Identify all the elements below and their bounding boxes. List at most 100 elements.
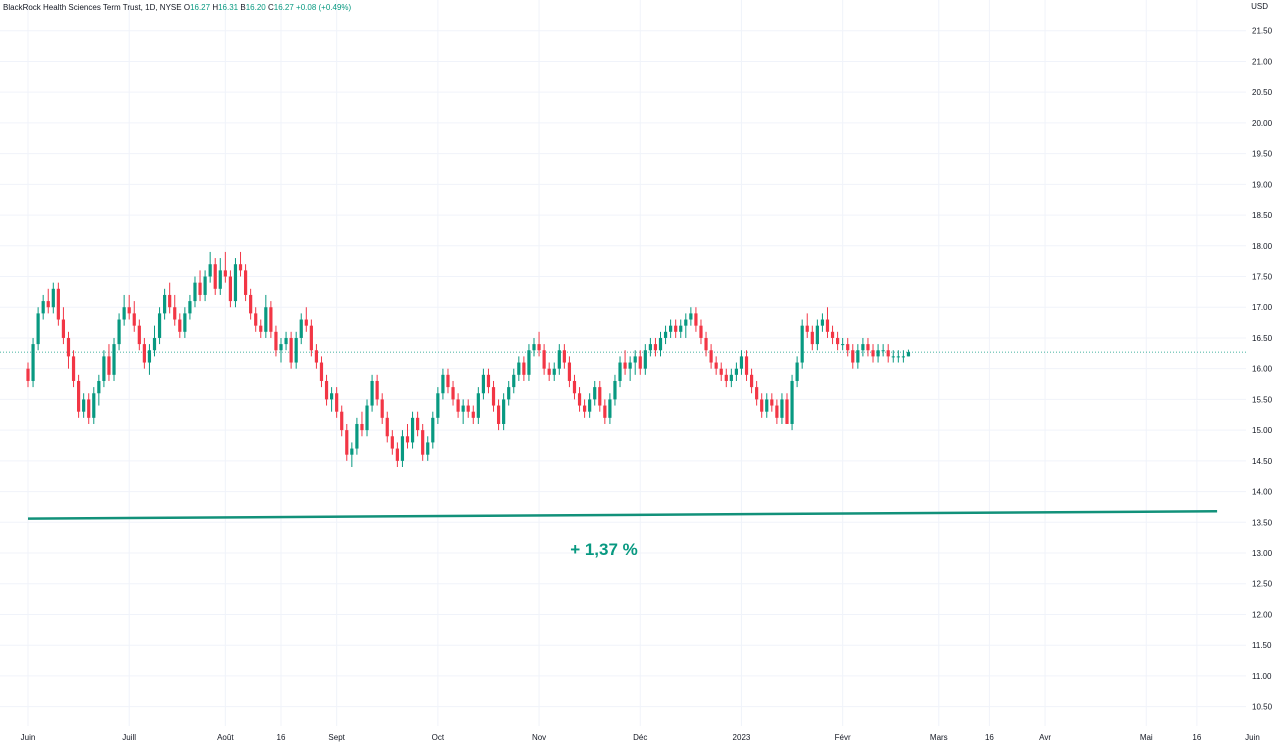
candle	[324, 374, 329, 406]
candle	[142, 337, 146, 369]
candle-body	[26, 368, 30, 381]
candle	[906, 349, 911, 357]
candle	[800, 319, 804, 369]
candle-body	[208, 264, 212, 277]
candle	[102, 350, 106, 388]
candle-body	[724, 374, 728, 381]
candle	[314, 344, 319, 369]
candle-body	[82, 399, 86, 412]
candle	[456, 393, 460, 418]
candle-body	[51, 288, 55, 308]
candle	[228, 270, 232, 308]
candle-body	[532, 344, 536, 351]
candle-body	[395, 448, 399, 461]
candle	[694, 307, 698, 332]
price-axis[interactable]	[1246, 0, 1280, 744]
candle-body	[567, 362, 572, 381]
high-value: 16.31	[218, 3, 239, 12]
candle	[830, 325, 835, 345]
y-tick-label: 17.00	[1252, 303, 1273, 312]
candle	[714, 356, 718, 375]
candle	[163, 288, 167, 320]
candle	[841, 337, 845, 351]
y-tick-label: 17.50	[1252, 273, 1273, 282]
candle-body	[749, 374, 754, 388]
candle	[729, 368, 733, 388]
candle-body	[643, 350, 647, 369]
trendline[interactable]	[27, 509, 1218, 520]
candle	[491, 380, 496, 412]
candle-body	[496, 405, 501, 424]
candle-body	[466, 405, 470, 412]
candle-body	[284, 337, 288, 345]
high-label: H	[212, 3, 219, 12]
candle	[466, 399, 470, 418]
candle	[896, 350, 900, 363]
candle	[117, 313, 121, 351]
candle-body	[309, 325, 313, 351]
candle-body	[486, 374, 491, 388]
candle-body	[350, 448, 354, 455]
candle-body	[451, 387, 455, 400]
candle	[825, 307, 830, 338]
x-tick-label: Juin	[21, 733, 36, 742]
candle	[330, 387, 334, 412]
candle	[547, 362, 551, 381]
candle-body	[906, 352, 911, 357]
candle-body	[249, 294, 253, 314]
candle	[658, 331, 663, 357]
candle-body	[456, 399, 460, 412]
candle-body	[588, 399, 592, 412]
candle-body	[679, 325, 683, 332]
candle	[527, 344, 531, 381]
candle-body	[370, 380, 374, 406]
trendline-annotation: + 1,37 %	[570, 540, 638, 559]
candle-body	[704, 337, 708, 351]
candle	[87, 393, 91, 424]
candle	[213, 258, 217, 295]
candle	[851, 344, 855, 369]
candle	[861, 337, 865, 357]
y-tick-label: 20.50	[1252, 88, 1273, 97]
candle	[552, 362, 556, 381]
candle	[765, 393, 769, 418]
candle	[97, 374, 101, 406]
candle	[198, 270, 202, 302]
candle-body	[238, 264, 243, 271]
candle	[249, 288, 253, 320]
candle	[815, 319, 819, 351]
candle	[780, 393, 784, 424]
candle	[674, 319, 678, 338]
candle-body	[628, 362, 632, 369]
candle-body	[132, 313, 136, 326]
candle	[173, 294, 177, 326]
candle-body	[547, 368, 551, 375]
candle	[623, 350, 627, 375]
candle-body	[112, 344, 116, 375]
close-label: C	[267, 3, 274, 12]
candle-body	[648, 344, 652, 351]
candle-body	[97, 380, 101, 394]
candle	[132, 301, 136, 332]
candle-body	[491, 387, 496, 406]
candle-body	[795, 362, 799, 381]
candle-body	[901, 356, 905, 358]
candle-body	[699, 325, 703, 338]
candle-body	[577, 393, 582, 406]
candle	[410, 411, 415, 449]
candle	[633, 350, 637, 375]
candle	[603, 399, 607, 424]
candle	[496, 399, 501, 431]
candle	[517, 356, 521, 381]
candle	[56, 282, 60, 326]
candle-body	[173, 307, 177, 320]
x-tick-label: Sept	[328, 733, 345, 742]
open-label: O	[183, 3, 191, 12]
y-tick-label: 19.50	[1252, 150, 1273, 159]
candle	[476, 387, 480, 424]
candle-body	[481, 374, 485, 394]
candle	[157, 307, 162, 345]
x-tick-label: Juill	[122, 733, 136, 742]
candle	[785, 393, 789, 424]
